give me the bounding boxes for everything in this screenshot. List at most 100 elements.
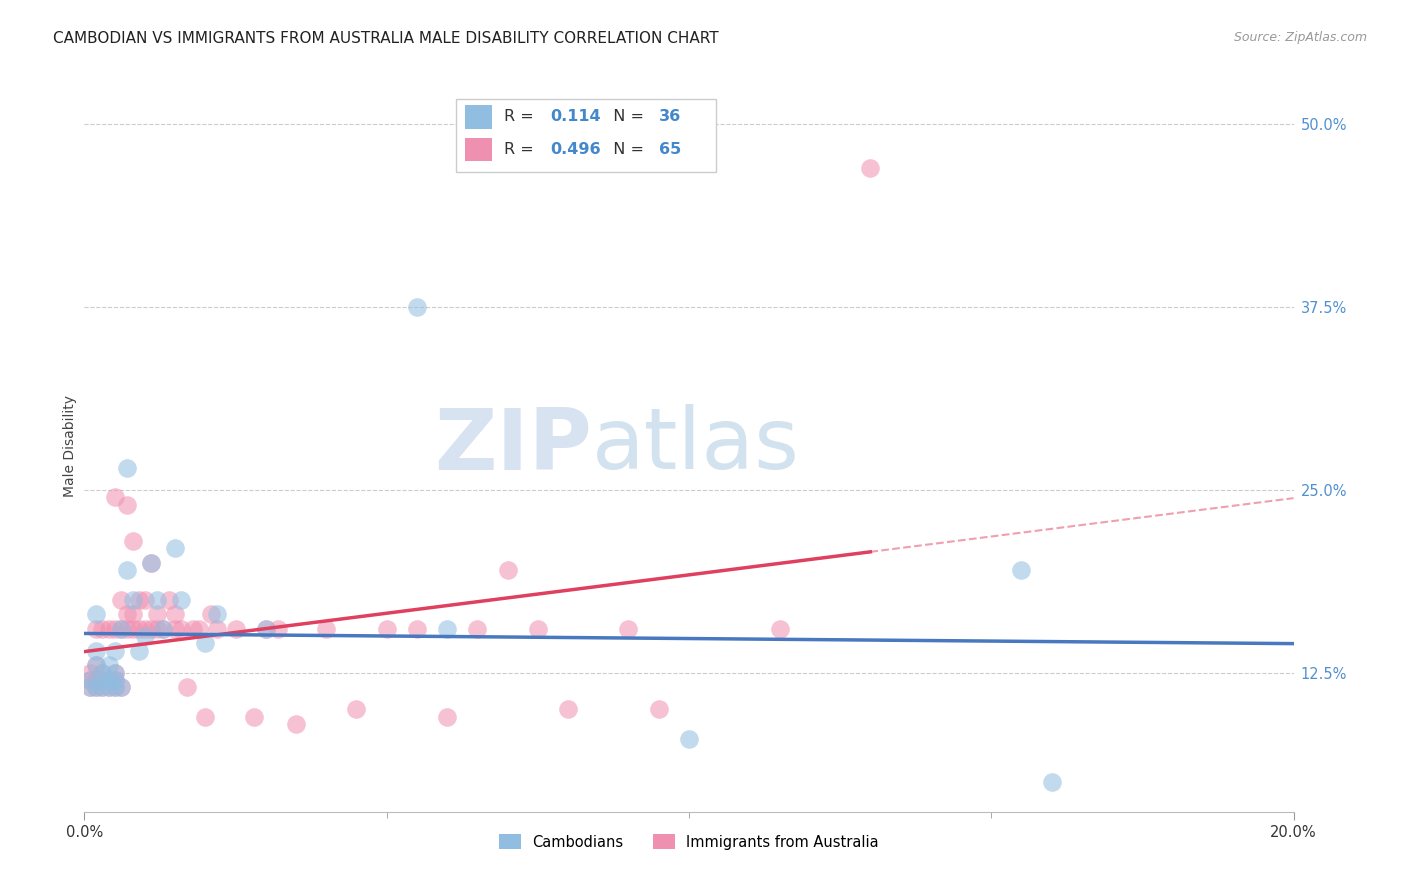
Point — [139, 556, 162, 570]
Text: N =: N = — [603, 110, 650, 124]
Point — [128, 622, 150, 636]
Point — [104, 673, 127, 687]
FancyBboxPatch shape — [456, 99, 716, 171]
Point — [146, 592, 169, 607]
Point — [86, 644, 108, 658]
Point — [181, 622, 204, 636]
Point — [91, 681, 114, 695]
Point — [496, 563, 519, 577]
Text: 36: 36 — [659, 110, 681, 124]
Point — [110, 592, 132, 607]
Point — [121, 607, 143, 622]
Text: ZIP: ZIP — [434, 404, 592, 488]
Point — [86, 681, 108, 695]
Point — [110, 681, 132, 695]
Point — [194, 636, 217, 650]
Point — [97, 622, 120, 636]
Text: 0.114: 0.114 — [550, 110, 600, 124]
Point — [79, 673, 101, 687]
Point — [115, 607, 138, 622]
Point — [91, 665, 114, 680]
Point — [152, 622, 174, 636]
Point — [104, 681, 127, 695]
Point — [859, 161, 882, 175]
Point — [170, 592, 193, 607]
Point — [436, 622, 458, 636]
Point — [267, 622, 290, 636]
Point — [104, 681, 127, 695]
Point — [104, 622, 127, 636]
Point — [104, 673, 127, 687]
Point — [121, 622, 143, 636]
Point — [104, 490, 127, 504]
Point — [115, 622, 138, 636]
Point — [165, 541, 187, 556]
Point — [121, 592, 143, 607]
Point — [315, 622, 337, 636]
Point — [254, 622, 277, 636]
Point — [134, 592, 156, 607]
Point — [91, 681, 114, 695]
Point — [97, 673, 120, 687]
Point — [97, 658, 120, 673]
Point — [157, 592, 180, 607]
Point — [207, 622, 229, 636]
Point — [648, 702, 671, 716]
Point — [97, 673, 120, 687]
Legend: Cambodians, Immigrants from Australia: Cambodians, Immigrants from Australia — [494, 829, 884, 855]
Point — [110, 681, 132, 695]
Point — [139, 556, 162, 570]
Point — [115, 461, 138, 475]
Text: N =: N = — [603, 142, 650, 157]
Point — [285, 717, 308, 731]
Point — [207, 607, 229, 622]
Bar — [465, 105, 492, 128]
Point — [115, 498, 138, 512]
Point — [91, 665, 114, 680]
Point — [86, 622, 108, 636]
Point — [146, 607, 169, 622]
Point — [121, 534, 143, 549]
Point — [165, 607, 187, 622]
Point — [134, 622, 156, 636]
Point — [188, 622, 211, 636]
Point — [91, 673, 114, 687]
Point — [104, 665, 127, 680]
Point — [678, 731, 700, 746]
Point — [86, 681, 108, 695]
Point — [104, 644, 127, 658]
Point — [346, 702, 368, 716]
Point — [436, 709, 458, 723]
Point — [375, 622, 398, 636]
Point — [242, 709, 264, 723]
Text: Source: ZipAtlas.com: Source: ZipAtlas.com — [1233, 31, 1367, 45]
Point — [254, 622, 277, 636]
Point — [110, 622, 132, 636]
Point — [86, 673, 108, 687]
Point — [225, 622, 247, 636]
Point — [115, 563, 138, 577]
Point — [134, 629, 156, 643]
Text: atlas: atlas — [592, 404, 800, 488]
Point — [467, 622, 489, 636]
Point — [86, 607, 108, 622]
Text: R =: R = — [503, 142, 538, 157]
Point — [139, 622, 162, 636]
Point — [527, 622, 550, 636]
Bar — [465, 138, 492, 161]
Point — [86, 658, 108, 673]
Point — [194, 709, 217, 723]
Point — [1011, 563, 1033, 577]
Point — [406, 622, 429, 636]
Point — [617, 622, 640, 636]
Point — [128, 592, 150, 607]
Point — [406, 300, 429, 314]
Point — [104, 665, 127, 680]
Point — [1040, 775, 1063, 789]
Text: 65: 65 — [659, 142, 681, 157]
Point — [176, 681, 198, 695]
Point — [152, 622, 174, 636]
Point — [97, 681, 120, 695]
Text: 0.496: 0.496 — [550, 142, 600, 157]
Point — [200, 607, 222, 622]
